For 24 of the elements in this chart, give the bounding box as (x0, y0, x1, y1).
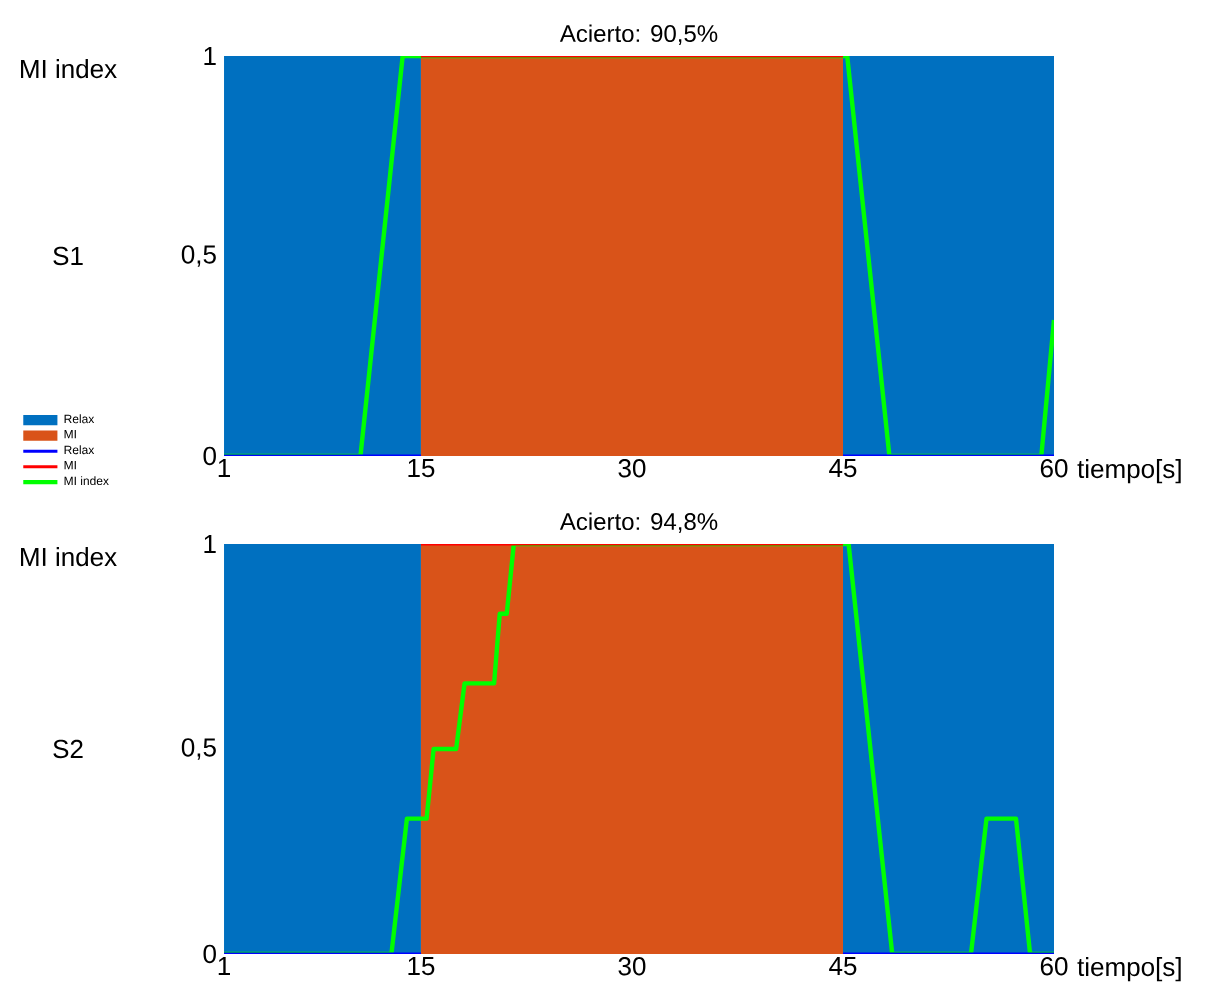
x-tick-label: 1 (218, 459, 230, 477)
chart-title: Acierto: 94,8% (559, 512, 718, 533)
y-tick-label: 1 (204, 47, 216, 65)
y-tick-label: 0,5 (181, 738, 216, 760)
y-axis-title: S2 (53, 739, 83, 759)
x-axis-title: tiempo[s] (1077, 957, 1181, 982)
x-tick-label: 15 (408, 957, 435, 976)
x-tick-label: 15 (408, 459, 435, 478)
y-tick-label: 0 (203, 944, 216, 964)
text: MI index (21, 547, 117, 567)
x-tick-label: 30 (618, 957, 646, 976)
y-tick-label: 0 (203, 446, 216, 466)
y-tick-label: 0,5 (181, 245, 216, 267)
x-tick-label: 45 (829, 957, 857, 976)
x-tick-label: 45 (829, 459, 857, 478)
x-tick-label: 30 (618, 459, 646, 478)
x-axis-title: tiempo[s] (1077, 459, 1181, 484)
text: MI index (21, 59, 117, 79)
x-tick-label: 60 (1040, 459, 1068, 478)
x-tick-label: 60 (1040, 957, 1068, 976)
x-tick-label: 1 (218, 957, 230, 975)
y-tick-label: 1 (204, 535, 216, 553)
y-axis-title: S1 (53, 246, 83, 266)
chart-title: Acierto: 90,5% (559, 24, 718, 45)
